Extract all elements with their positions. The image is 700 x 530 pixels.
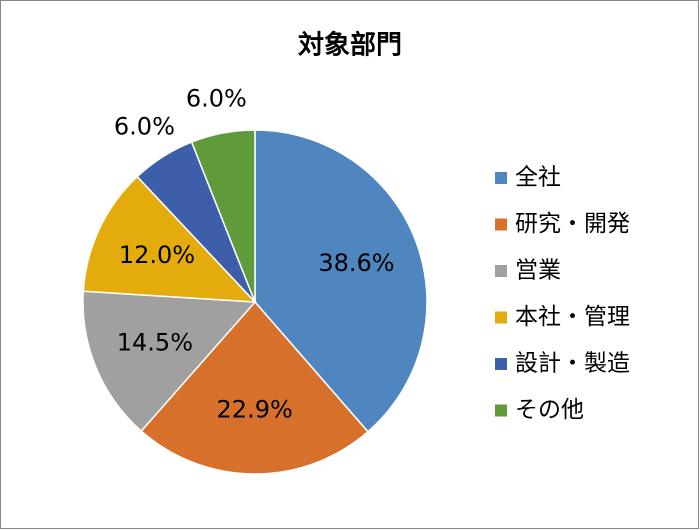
data-label: 6.0% [114,113,175,141]
legend-swatch [495,358,507,370]
legend-label: 設計・製造 [515,351,630,377]
legend-label: 営業 [515,258,561,284]
legend-swatch [495,218,507,231]
legend-label: 研究・開発 [515,211,630,237]
pie-slice [190,129,256,303]
pie-slice [82,290,257,433]
pie-slice [82,175,257,303]
legend-swatch [495,172,507,184]
data-label: 14.5% [117,328,193,356]
legend-label: 全社 [515,165,561,191]
pie-slice [140,300,369,475]
data-label: 22.9% [217,395,293,423]
data-label: 6.0% [186,84,247,112]
data-label: 38.6% [318,249,394,277]
pie-slice [254,129,428,433]
data-label: 12.0% [119,241,195,269]
legend-label: 本社・管理 [515,304,630,330]
legend-swatch [495,265,507,277]
legend-label: その他 [515,397,584,423]
legend-swatch [495,311,507,324]
legend-swatch [495,404,507,417]
chart-title: 対象部門 [298,30,402,61]
